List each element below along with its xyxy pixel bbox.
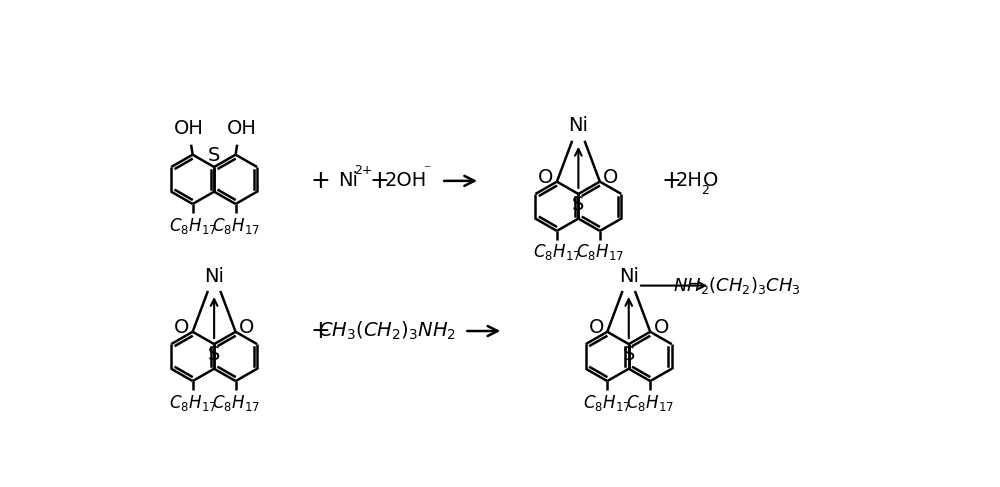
Text: O: O <box>653 318 669 337</box>
Text: $C_8H_{17}$: $C_8H_{17}$ <box>212 216 260 236</box>
Text: O: O <box>239 318 254 337</box>
Text: +: + <box>310 319 330 343</box>
Text: S: S <box>208 147 220 166</box>
Text: S: S <box>572 195 585 214</box>
Text: 2H: 2H <box>676 171 703 190</box>
Text: $C_8H_{17}$: $C_8H_{17}$ <box>576 243 624 262</box>
Text: O: O <box>702 171 718 190</box>
Text: Ni: Ni <box>204 266 224 285</box>
Text: $CH_3(CH_2)_3NH_2$: $CH_3(CH_2)_3NH_2$ <box>318 320 456 342</box>
Text: $C_8H_{17}$: $C_8H_{17}$ <box>169 393 217 412</box>
Text: 2OH: 2OH <box>384 171 427 190</box>
Text: $C_8H_{17}$: $C_8H_{17}$ <box>533 243 581 262</box>
Text: O: O <box>538 168 554 187</box>
Text: $C_8H_{17}$: $C_8H_{17}$ <box>583 393 631 412</box>
Text: 2+: 2+ <box>354 164 372 177</box>
Text: 2: 2 <box>701 185 709 197</box>
Text: +: + <box>662 169 681 193</box>
Text: Ni: Ni <box>619 266 639 285</box>
Text: Ni: Ni <box>568 116 588 135</box>
Text: OH: OH <box>174 119 204 138</box>
Text: $C_8H_{17}$: $C_8H_{17}$ <box>169 216 217 236</box>
Text: O: O <box>603 168 618 187</box>
Text: O: O <box>589 318 604 337</box>
Text: $C_8H_{17}$: $C_8H_{17}$ <box>212 393 260 412</box>
Text: OH: OH <box>227 119 257 138</box>
Text: S: S <box>208 345 220 364</box>
Text: +: + <box>369 169 389 193</box>
Text: O: O <box>174 318 189 337</box>
Text: S: S <box>623 345 635 364</box>
Text: $C_8H_{17}$: $C_8H_{17}$ <box>626 393 674 412</box>
Text: Ni: Ni <box>338 171 358 190</box>
Text: +: + <box>310 169 330 193</box>
Text: $NH_2(CH_2)_3CH_3$: $NH_2(CH_2)_3CH_3$ <box>673 275 801 296</box>
Text: ⁻: ⁻ <box>424 163 431 177</box>
